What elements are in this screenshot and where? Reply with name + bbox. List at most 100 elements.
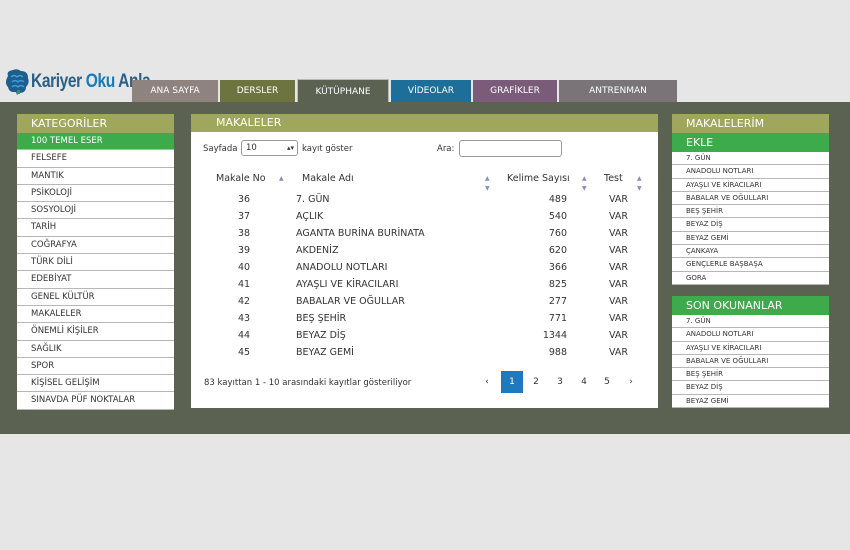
search-input[interactable] bbox=[459, 140, 562, 157]
add-article-button[interactable]: EKLE bbox=[672, 133, 829, 152]
category-item[interactable]: FELSEFE bbox=[17, 150, 174, 168]
category-item[interactable]: MAKALELER bbox=[17, 305, 174, 324]
sort-asc-icon[interactable]: ▲ bbox=[279, 175, 284, 182]
category-item[interactable]: TARİH bbox=[17, 219, 174, 237]
cell-makale-no: 39 bbox=[237, 245, 251, 256]
nav-tab-grafikler[interactable]: GRAFİKLER bbox=[473, 80, 557, 102]
sort-icon[interactable]: ▲ ▼ bbox=[485, 175, 490, 192]
cell-kelime-sayisi: 988 bbox=[548, 347, 567, 358]
cell-test: VAR bbox=[609, 194, 628, 205]
my-article-item[interactable]: 7. GÜN bbox=[672, 152, 829, 166]
recent-title: SON OKUNANLAR bbox=[672, 296, 829, 315]
category-item[interactable]: MANTIK bbox=[17, 167, 174, 185]
cell-makale-adi[interactable]: BABALAR VE OĞULLAR bbox=[296, 296, 405, 307]
recent-article-item[interactable]: AYAŞLI VE KİRACILARI bbox=[672, 341, 829, 355]
page-button-1[interactable]: 1 bbox=[501, 371, 523, 393]
cell-test: VAR bbox=[609, 313, 628, 324]
cell-makale-no: 36 bbox=[237, 194, 251, 205]
my-article-item[interactable]: BEYAZ GEMİ bbox=[672, 231, 829, 246]
col-header-makale-no[interactable]: Makale No bbox=[216, 173, 266, 184]
category-item[interactable]: COĞRAFYA bbox=[17, 236, 174, 255]
cell-test: VAR bbox=[609, 262, 628, 273]
col-header-kelime-sayisi[interactable]: Kelime Sayısı bbox=[507, 173, 570, 184]
table-row[interactable]: 45 BEYAZ GEMİ 988 VAR bbox=[191, 344, 658, 361]
page-button-2[interactable]: 2 bbox=[533, 377, 539, 387]
category-item[interactable]: SPOR bbox=[17, 357, 174, 376]
cell-kelime-sayisi: 277 bbox=[548, 296, 567, 307]
category-item[interactable]: SAĞLIK bbox=[17, 340, 174, 358]
my-article-item[interactable]: AYAŞLI VE KİRACILARI bbox=[672, 178, 829, 192]
nav-tab-antrenman[interactable]: ANTRENMAN bbox=[559, 80, 677, 102]
cell-test: VAR bbox=[609, 228, 628, 239]
table-row[interactable]: 37 AÇLIK 540 VAR bbox=[191, 208, 658, 225]
cell-makale-no: 41 bbox=[237, 279, 251, 290]
top-nav: ANA SAYFA DERSLER KÜTÜPHANE VİDEOLAR GRA… bbox=[132, 79, 679, 103]
cell-kelime-sayisi: 771 bbox=[548, 313, 567, 324]
sort-icon[interactable]: ▲ ▼ bbox=[637, 175, 642, 192]
table-row[interactable]: 41 AYAŞLI VE KİRACILARI 825 VAR bbox=[191, 276, 658, 293]
my-article-item[interactable]: BEŞ ŞEHİR bbox=[672, 205, 829, 219]
table-row[interactable]: 44 BEYAZ DİŞ 1344 VAR bbox=[191, 327, 658, 344]
my-article-item[interactable]: GORA bbox=[672, 271, 829, 285]
page-button-4[interactable]: 4 bbox=[581, 377, 587, 387]
category-item[interactable]: SOSYOLOJİ bbox=[17, 202, 174, 220]
brain-logo-icon bbox=[6, 69, 29, 95]
col-header-test[interactable]: Test bbox=[604, 173, 623, 184]
cell-makale-adi[interactable]: BEYAZ DİŞ bbox=[296, 330, 346, 341]
category-item[interactable]: SINAVDA PÜF NOKTALAR bbox=[17, 392, 174, 410]
page-button-3[interactable]: 3 bbox=[557, 377, 563, 387]
cell-test: VAR bbox=[609, 245, 628, 256]
category-item[interactable]: 100 TEMEL ESER bbox=[17, 133, 174, 151]
table-row[interactable]: 43 BEŞ ŞEHİR 771 VAR bbox=[191, 310, 658, 327]
my-article-item[interactable]: GENÇLERLE BAŞBAŞA bbox=[672, 258, 829, 272]
next-page-button[interactable]: › bbox=[629, 377, 633, 387]
col-header-makale-adi[interactable]: Makale Adı bbox=[302, 173, 354, 184]
cell-makale-adi[interactable]: AÇLIK bbox=[296, 211, 324, 222]
recent-article-item[interactable]: BEYAZ DİŞ bbox=[672, 381, 829, 395]
cell-kelime-sayisi: 825 bbox=[548, 279, 567, 290]
nav-tab-kutuphane[interactable]: KÜTÜPHANE bbox=[297, 79, 389, 103]
table-row[interactable]: 36 7. GÜN 489 VAR bbox=[191, 191, 658, 208]
cell-makale-adi[interactable]: AKDENİZ bbox=[296, 245, 339, 256]
recent-article-item[interactable]: BEYAZ GEMİ bbox=[672, 394, 829, 409]
cell-makale-adi[interactable]: BEŞ ŞEHİR bbox=[296, 313, 347, 324]
cell-makale-adi[interactable]: 7. GÜN bbox=[296, 194, 330, 205]
cell-makale-adi[interactable]: ANADOLU NOTLARI bbox=[296, 262, 388, 273]
category-item[interactable]: KİŞİSEL GELİŞİM bbox=[17, 375, 174, 393]
cell-kelime-sayisi: 760 bbox=[548, 228, 567, 239]
recent-article-item[interactable]: 7. GÜN bbox=[672, 315, 829, 329]
cell-makale-adi[interactable]: BEYAZ GEMİ bbox=[296, 347, 354, 358]
categories-panel: KATEGORİLER 100 TEMEL ESER FELSEFE MANTIK P… bbox=[17, 114, 174, 410]
my-article-item[interactable]: BABALAR VE OĞULLARI bbox=[672, 191, 829, 206]
page-size-select[interactable]: 10 ▴▾ bbox=[241, 140, 298, 156]
nav-tab-videolar[interactable]: VİDEOLAR bbox=[391, 80, 471, 102]
cell-makale-adi[interactable]: AYAŞLI VE KİRACILARI bbox=[296, 279, 399, 290]
table-row[interactable]: 40 ANADOLU NOTLARI 366 VAR bbox=[191, 259, 658, 276]
my-article-item[interactable]: ANADOLU NOTLARI bbox=[672, 165, 829, 179]
table-row[interactable]: 39 AKDENİZ 620 VAR bbox=[191, 242, 658, 259]
category-item[interactable]: TÜRK DİLİ bbox=[17, 254, 174, 272]
records-info: 83 kayıttan 1 - 10 arasındaki kayıtlar g… bbox=[204, 378, 412, 388]
my-article-item[interactable]: BEYAZ DİŞ bbox=[672, 218, 829, 232]
cell-makale-no: 45 bbox=[237, 347, 251, 358]
category-item[interactable]: ÖNEMLİ KİŞİLER bbox=[17, 323, 174, 341]
prev-page-button[interactable]: ‹ bbox=[485, 377, 489, 387]
cell-makale-adi[interactable]: AGANTA BURİNA BURİNATA bbox=[296, 228, 425, 239]
show-records-label: kayıt göster bbox=[302, 144, 353, 154]
page-button-5[interactable]: 5 bbox=[604, 377, 610, 387]
recent-article-item[interactable]: BEŞ ŞEHİR bbox=[672, 368, 829, 382]
nav-tab-dersler[interactable]: DERSLER bbox=[220, 80, 295, 102]
cell-makale-no: 43 bbox=[237, 313, 251, 324]
table-row[interactable]: 38 AGANTA BURİNA BURİNATA 760 VAR bbox=[191, 225, 658, 242]
nav-tab-ana-sayfa[interactable]: ANA SAYFA bbox=[132, 80, 218, 102]
category-item[interactable]: GENEL KÜLTÜR bbox=[17, 288, 174, 306]
recent-article-item[interactable]: BABALAR VE OĞULLARI bbox=[672, 354, 829, 369]
category-item[interactable]: EDEBİYAT bbox=[17, 271, 174, 289]
cell-test: VAR bbox=[609, 279, 628, 290]
recent-article-item[interactable]: ANADOLU NOTLARI bbox=[672, 328, 829, 342]
cell-kelime-sayisi: 620 bbox=[548, 245, 567, 256]
my-article-item[interactable]: ÇANKAYA bbox=[672, 245, 829, 259]
sort-icon[interactable]: ▲ ▼ bbox=[582, 175, 587, 192]
table-row[interactable]: 42 BABALAR VE OĞULLAR 277 VAR bbox=[191, 293, 658, 310]
category-item[interactable]: PSİKOLOJİ bbox=[17, 184, 174, 203]
